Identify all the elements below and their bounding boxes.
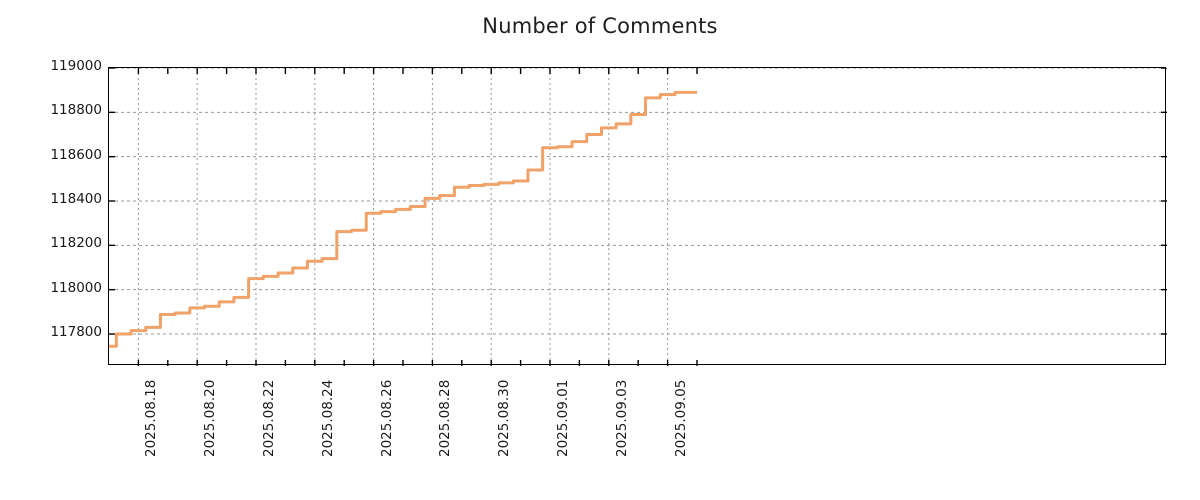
y-axis-ticks (109, 68, 1167, 335)
x-axis-tick-label: 2025.08.26 (378, 379, 395, 457)
y-axis-tick-label: 118800 (50, 102, 102, 119)
y-axis-tick-label: 119000 (50, 58, 102, 74)
y-axis-tick-label: 117800 (50, 324, 102, 340)
y-axis-tick-label: 118400 (50, 191, 102, 207)
y-axis-tick-label: 118200 (50, 235, 102, 252)
x-axis-tick-label: 2025.09.03 (613, 379, 630, 457)
plot-svg (109, 68, 1167, 366)
plot-area (108, 67, 1167, 366)
x-axis-ticks (137, 68, 698, 366)
x-axis-tick-label: 2025.08.22 (261, 379, 277, 457)
y-axis-tick-label: 118000 (50, 279, 102, 296)
chart-title: Number of Comments (482, 14, 718, 38)
x-axis-tick-label: 2025.08.30 (496, 379, 513, 457)
x-axis-tick-label: 2025.08.28 (437, 379, 454, 457)
x-axis-tick-label: 2025.09.05 (672, 379, 689, 457)
x-axis-tick-label: 2025.08.24 (319, 379, 336, 457)
horizontal-gridlines (109, 68, 1167, 335)
data-series-line (109, 90, 697, 348)
x-axis-tick-label: 2025.08.20 (202, 379, 219, 457)
y-axis-tick-label: 118600 (50, 146, 102, 163)
x-axis-tick-label: 2025.08.18 (143, 379, 160, 457)
y-axis-tick-labels: 117800 118000 118200 118400 118600 118800 1190… (30, 0, 102, 500)
x-axis-tick-label: 2025.09.01 (555, 379, 571, 457)
